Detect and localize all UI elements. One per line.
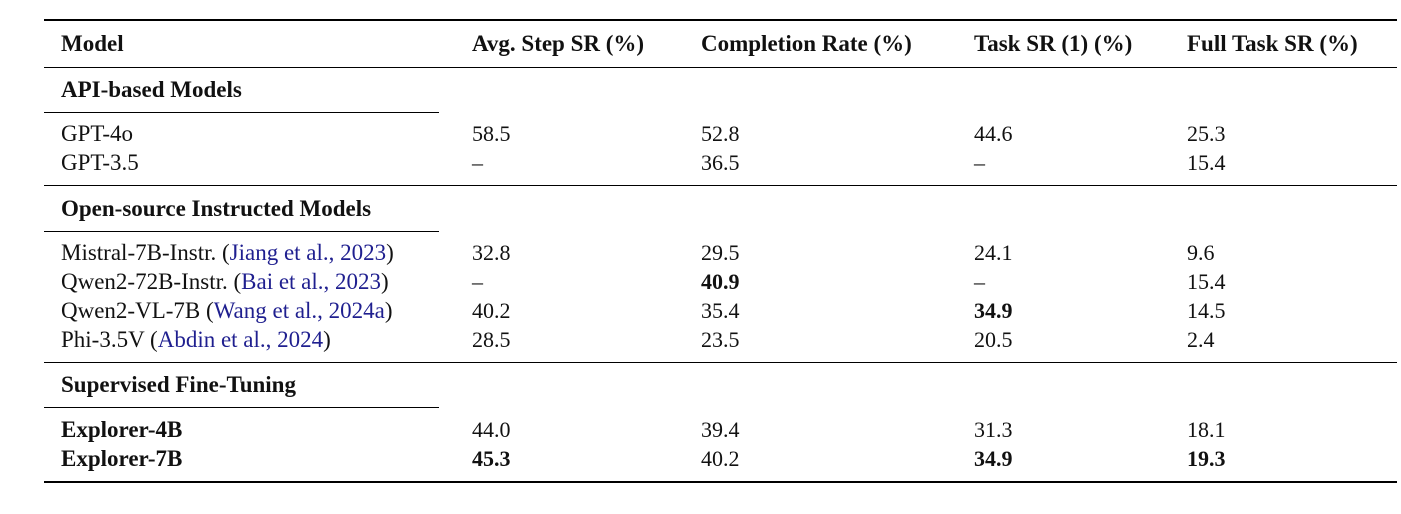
citation-link[interactable]: Abdin et al., 2024 xyxy=(157,327,324,352)
value-cell: 31.3 xyxy=(974,417,1013,442)
model-name: GPT-3.5 xyxy=(61,150,139,175)
value-cell-best: 34.9 xyxy=(974,446,1013,471)
value-cell: 23.5 xyxy=(701,327,740,352)
value-cell-best: 45.3 xyxy=(472,446,511,471)
model-name-explorer-7b: Explorer-7B xyxy=(61,446,183,471)
value-cell: 15.4 xyxy=(1187,269,1226,294)
value-cell: – xyxy=(974,150,985,175)
value-cell: 44.6 xyxy=(974,121,1013,146)
value-cell-best: 40.9 xyxy=(701,269,740,294)
group-rule-api xyxy=(44,112,439,113)
value-cell-best: 19.3 xyxy=(1187,446,1226,471)
bottom-rule xyxy=(44,481,1397,483)
model-name: Qwen2-72B-Instr. (Bai et al., 2023) xyxy=(61,269,389,294)
value-cell: 32.8 xyxy=(472,240,511,265)
value-cell: 40.2 xyxy=(701,446,740,471)
value-cell: 40.2 xyxy=(472,298,511,323)
value-cell: 44.0 xyxy=(472,417,511,442)
value-cell: 20.5 xyxy=(974,327,1013,352)
value-cell: 52.8 xyxy=(701,121,740,146)
group-rule-open-source xyxy=(44,231,439,232)
header-completion-rate: Completion Rate (%) xyxy=(701,31,912,56)
header-model: Model xyxy=(61,31,124,56)
value-cell-best: 34.9 xyxy=(974,298,1013,323)
value-cell: – xyxy=(472,150,483,175)
value-cell: 25.3 xyxy=(1187,121,1226,146)
citation-link[interactable]: Bai et al., 2023 xyxy=(241,269,382,294)
value-cell: 24.1 xyxy=(974,240,1013,265)
citation-link[interactable]: Wang et al., 2024a xyxy=(213,298,385,323)
header-avg-step-sr: Avg. Step SR (%) xyxy=(472,31,645,56)
model-name: Mistral-7B-Instr. (Jiang et al., 2023) xyxy=(61,240,394,265)
value-cell: 18.1 xyxy=(1187,417,1226,442)
value-cell: 15.4 xyxy=(1187,150,1226,175)
header-task-sr-1: Task SR (1) (%) xyxy=(974,31,1133,56)
model-name: GPT-4o xyxy=(61,121,133,146)
value-cell: 39.4 xyxy=(701,417,740,442)
model-name: Qwen2-VL-7B (Wang et al., 2024a) xyxy=(61,298,393,323)
group-separator-rule xyxy=(44,362,1397,363)
group-separator-rule xyxy=(44,185,1397,186)
value-cell: 29.5 xyxy=(701,240,740,265)
model-name-explorer-4b: Explorer-4B xyxy=(61,417,183,442)
value-cell: 2.4 xyxy=(1187,327,1215,352)
group-title-sft: Supervised Fine-Tuning xyxy=(61,372,296,397)
value-cell: – xyxy=(472,269,483,294)
value-cell: 28.5 xyxy=(472,327,511,352)
header-full-task-sr: Full Task SR (%) xyxy=(1187,31,1358,56)
model-name: Phi-3.5V (Abdin et al., 2024) xyxy=(61,327,331,352)
value-cell: 14.5 xyxy=(1187,298,1226,323)
header-rule xyxy=(44,67,1397,68)
group-title-api: API-based Models xyxy=(61,77,242,102)
value-cell: 58.5 xyxy=(472,121,511,146)
value-cell: 35.4 xyxy=(701,298,740,323)
value-cell: – xyxy=(974,269,985,294)
value-cell: 9.6 xyxy=(1187,240,1215,265)
group-title-open-source: Open-source Instructed Models xyxy=(61,196,372,221)
group-rule-sft xyxy=(44,407,439,408)
top-rule xyxy=(44,19,1397,21)
value-cell: 36.5 xyxy=(701,150,740,175)
citation-link[interactable]: Jiang et al., 2023 xyxy=(229,240,387,265)
